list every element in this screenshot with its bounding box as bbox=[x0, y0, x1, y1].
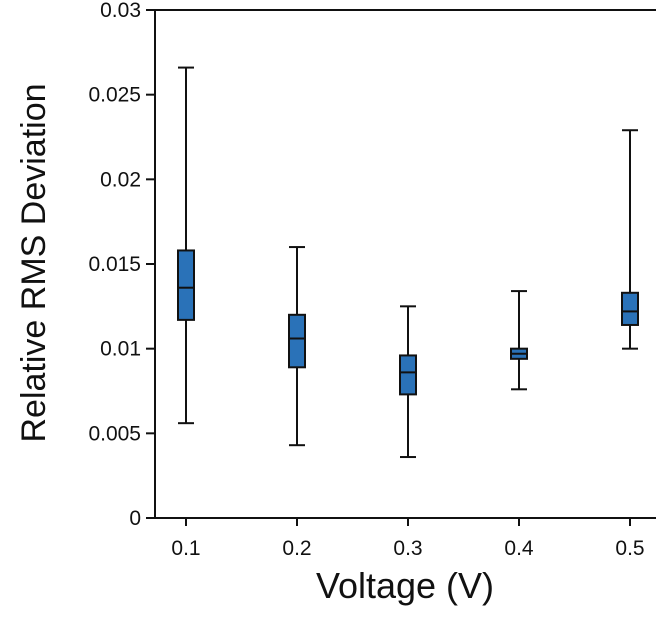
x-axis-label: Voltage (V) bbox=[316, 565, 494, 606]
x-tick-label: 0.1 bbox=[171, 537, 200, 560]
y-tick-label: 0 bbox=[129, 507, 141, 530]
y-tick-label: 0.025 bbox=[88, 84, 141, 107]
iqr-box bbox=[288, 313, 306, 369]
box-0.4 bbox=[510, 290, 528, 391]
x-axis: 0.1 0.2 0.3 0.4 0.5 bbox=[171, 518, 645, 560]
y-tick-label: 0.005 bbox=[88, 422, 141, 445]
y-tick-label: 0.01 bbox=[100, 338, 141, 361]
iqr-box bbox=[399, 354, 417, 396]
iqr-box bbox=[621, 291, 639, 326]
plot-frame bbox=[154, 9, 656, 519]
iqr-box bbox=[177, 249, 195, 321]
box-0.5 bbox=[621, 129, 639, 350]
y-axis-label: Relative RMS Deviation bbox=[15, 83, 53, 442]
box-0.2 bbox=[288, 246, 306, 447]
x-tick-label: 0.2 bbox=[282, 537, 311, 560]
boxes bbox=[177, 66, 639, 459]
y-tick-label: 0.03 bbox=[100, 0, 141, 22]
x-tick-label: 0.3 bbox=[393, 537, 422, 560]
y-tick-label: 0.015 bbox=[88, 253, 141, 276]
box-0.1 bbox=[177, 66, 195, 425]
x-tick-label: 0.4 bbox=[504, 537, 534, 560]
y-tick-label: 0.02 bbox=[100, 168, 141, 191]
box-0.3 bbox=[399, 305, 417, 459]
x-tick-label: 0.5 bbox=[615, 537, 644, 560]
y-axis: 0 0.005 0.01 0.015 0.02 0.025 0.03 bbox=[88, 0, 155, 530]
